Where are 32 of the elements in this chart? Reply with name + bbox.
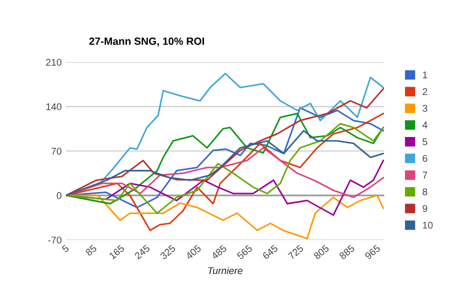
chart-title: 27-Mann SNG, 10% ROI [89,38,204,46]
legend-label: 9 [422,205,428,212]
legend-label: 4 [422,122,428,128]
x-tick-label: 805 [313,244,330,260]
x-tick-label: 645 [262,244,278,260]
legend-label: 1 [422,72,428,78]
y-tick-label: 70 [52,148,62,155]
legend-label: 10 [422,222,433,229]
x-tick-label: 325 [160,244,176,260]
legend-label: 2 [422,88,428,95]
legend-label: 3 [422,104,428,112]
line-series [66,130,384,196]
legend-label: 7 [422,172,428,178]
legend-label: 8 [422,188,428,196]
x-tick-label: 5 [62,244,70,253]
legend-label: 5 [422,138,428,146]
x-tick-label: 725 [288,244,304,260]
x-tick-label: 245 [134,244,150,260]
x-tick-label: 885 [338,244,356,260]
x-tick-label: 165 [108,244,125,260]
x-tick-label: 965 [364,244,381,260]
x-tick-label: 485 [210,244,228,260]
y-tick-label: 210 [46,58,62,66]
y-tick-label: 0 [56,192,62,200]
x-tick-label: 85 [85,244,98,256]
y-tick-label: -70 [48,236,62,244]
x-tick-label: 405 [185,244,202,260]
x-tick-label: 565 [236,244,253,260]
legend-label: 6 [422,154,428,162]
line-series [66,122,384,214]
y-tick-label: 140 [46,103,62,110]
x-axis-title: Turniere [208,266,242,274]
